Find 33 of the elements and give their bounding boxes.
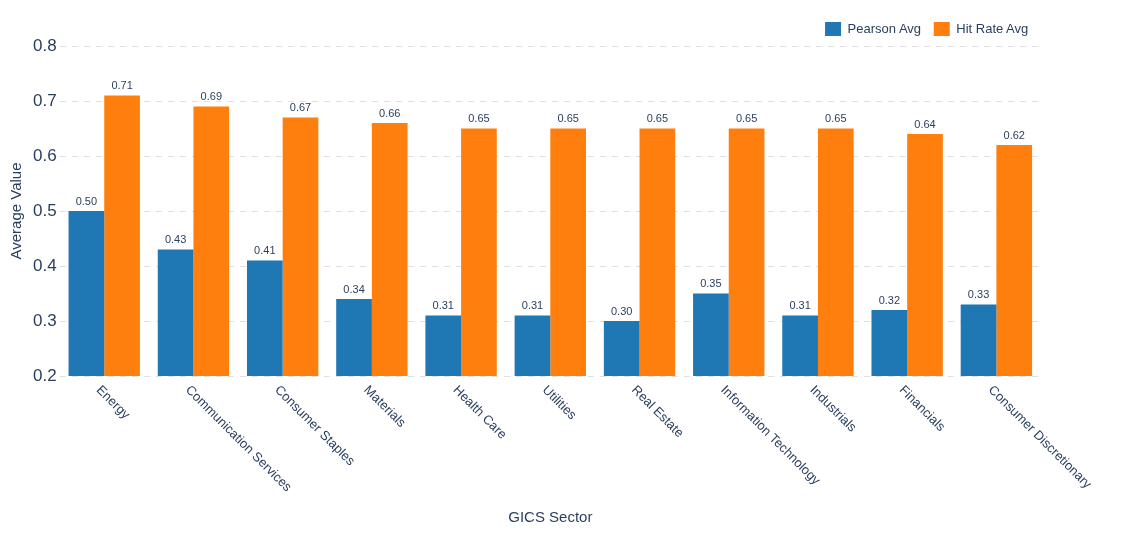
data-label: 0.71: [111, 79, 133, 92]
data-label: 0.65: [825, 112, 847, 125]
legend-label: Pearson Avg: [847, 20, 922, 36]
y-tick-label: 0.8: [32, 35, 57, 55]
data-label: 0.65: [735, 112, 758, 125]
data-label: 0.66: [379, 106, 401, 119]
y-axis-title: Average Value: [7, 162, 25, 260]
data-label: 0.50: [75, 194, 98, 207]
data-label: 0.65: [646, 112, 669, 125]
x-axis-title: GICS Sector: [508, 508, 593, 526]
data-label: 0.67: [289, 101, 312, 114]
data-label: 0.33: [967, 288, 990, 301]
y-tick-label: 0.7: [32, 90, 57, 110]
data-label: 0.65: [557, 112, 579, 125]
y-tick-label: 0.4: [32, 255, 57, 275]
data-label: 0.64: [914, 117, 936, 130]
data-label: 0.31: [521, 299, 544, 312]
data-label: 0.34: [343, 282, 365, 295]
legend-label: Hit Rate Avg: [956, 20, 1029, 36]
data-label: 0.41: [254, 244, 276, 257]
data-label: 0.31: [432, 299, 454, 312]
data-label: 0.35: [700, 277, 722, 290]
y-tick-label: 0.3: [32, 310, 57, 330]
data-label: 0.69: [200, 90, 223, 103]
y-tick-label: 0.2: [32, 365, 57, 385]
data-label: 0.43: [164, 233, 187, 246]
data-label: 0.30: [610, 304, 633, 317]
data-label: 0.65: [468, 112, 490, 125]
data-label: 0.62: [1003, 128, 1025, 141]
y-tick-label: 0.5: [32, 200, 57, 220]
data-label: 0.32: [878, 293, 901, 306]
y-tick-label: 0.6: [32, 145, 57, 165]
data-label: 0.31: [789, 299, 811, 312]
